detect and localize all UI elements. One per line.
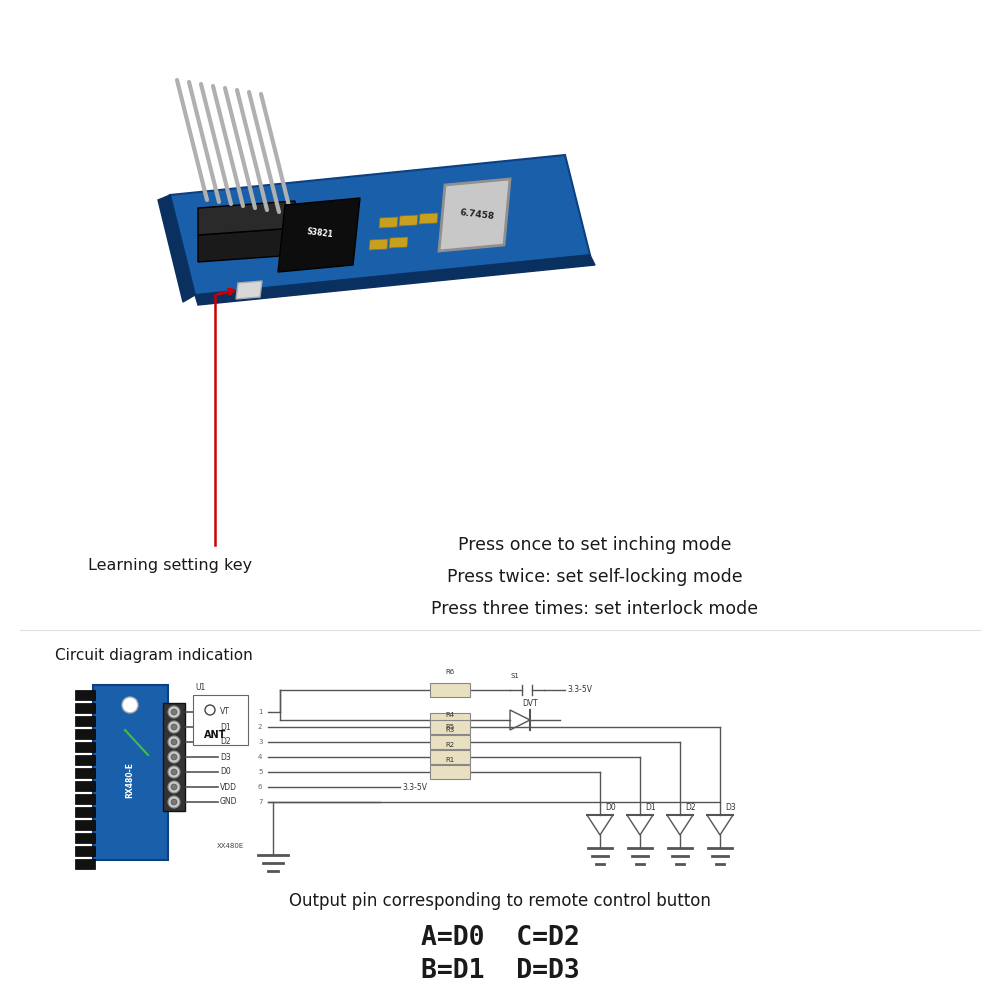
Text: Press three times: set interlock mode: Press three times: set interlock mode [431,600,759,618]
Text: 7: 7 [258,799,262,805]
Circle shape [168,796,180,808]
Polygon shape [369,239,388,250]
Polygon shape [278,198,360,272]
Text: Press once to set inching mode: Press once to set inching mode [458,536,732,554]
Text: D3: D3 [220,752,231,762]
Bar [75,755,95,765]
Text: 3: 3 [258,739,262,745]
Polygon shape [170,155,590,295]
Bar [75,820,95,830]
Text: Learning setting key: Learning setting key [88,558,252,573]
Bar [75,768,95,778]
Text: U1: U1 [195,684,205,692]
Bar [75,859,95,869]
Bar [75,846,95,856]
Text: D1: D1 [220,722,231,732]
Text: 6.7458: 6.7458 [459,208,495,222]
Polygon shape [198,228,295,262]
Circle shape [168,706,180,718]
Bar [75,807,95,817]
Bar [93,685,168,860]
Text: 1: 1 [258,709,262,715]
Text: 2: 2 [258,724,262,730]
Bar [75,781,95,791]
Text: D0: D0 [605,804,616,812]
Polygon shape [236,281,262,299]
Circle shape [171,769,177,775]
Bar [75,833,95,843]
Text: 6: 6 [258,784,262,790]
Text: R2: R2 [445,742,455,748]
Circle shape [171,754,177,760]
Text: Circuit diagram indication: Circuit diagram indication [55,648,253,663]
Text: D2: D2 [685,804,696,812]
Text: VDD: VDD [220,782,237,792]
Bar [75,794,95,804]
Circle shape [171,739,177,745]
Polygon shape [389,237,408,248]
Polygon shape [198,201,295,235]
Text: R6: R6 [445,669,455,675]
Polygon shape [195,255,595,305]
Polygon shape [379,217,398,228]
Circle shape [168,736,180,748]
Circle shape [171,799,177,805]
Polygon shape [439,179,510,251]
Polygon shape [419,213,438,224]
Text: 3.3-5V: 3.3-5V [567,686,592,694]
Text: R5: R5 [445,724,455,730]
Text: D1: D1 [645,804,656,812]
Text: GND: GND [220,798,238,806]
Bar [430,720,470,734]
Circle shape [122,697,138,713]
Bar [75,690,95,700]
Text: D3: D3 [725,804,736,812]
Bar [430,683,470,697]
Circle shape [168,751,180,763]
Bar [430,765,470,779]
Circle shape [168,721,180,733]
Polygon shape [399,215,418,226]
Text: A=D0  C=D2: A=D0 C=D2 [421,925,579,951]
Circle shape [171,724,177,730]
Bar [430,713,470,727]
Circle shape [171,784,177,790]
Text: B=D1  D=D3: B=D1 D=D3 [421,958,579,984]
Text: ANT: ANT [204,730,226,740]
Text: D2: D2 [220,738,231,746]
Text: Output pin corresponding to remote control button: Output pin corresponding to remote contr… [289,892,711,910]
Text: R3: R3 [445,727,455,733]
Bar [430,750,470,764]
Bar [163,703,185,811]
Bar [430,735,470,749]
Bar [75,729,95,739]
Polygon shape [158,195,195,302]
Text: RX480-E: RX480-E [126,762,134,798]
Bar [75,716,95,726]
Text: XX480E: XX480E [216,843,244,849]
Text: DVT: DVT [522,699,538,708]
Text: D0: D0 [220,768,231,776]
Bar [193,695,248,745]
Text: R4: R4 [445,712,455,718]
Bar [75,703,95,713]
Bar [75,742,95,752]
Text: R1: R1 [445,757,455,763]
Circle shape [168,766,180,778]
Text: 5: 5 [258,769,262,775]
Text: 4: 4 [258,754,262,760]
Text: Press twice: set self-locking mode: Press twice: set self-locking mode [447,568,743,586]
Text: VT: VT [220,708,230,716]
Circle shape [168,781,180,793]
Text: 3.3-5V: 3.3-5V [402,782,427,792]
Text: S1: S1 [511,673,519,679]
Text: S3821: S3821 [306,227,334,239]
Circle shape [171,709,177,715]
